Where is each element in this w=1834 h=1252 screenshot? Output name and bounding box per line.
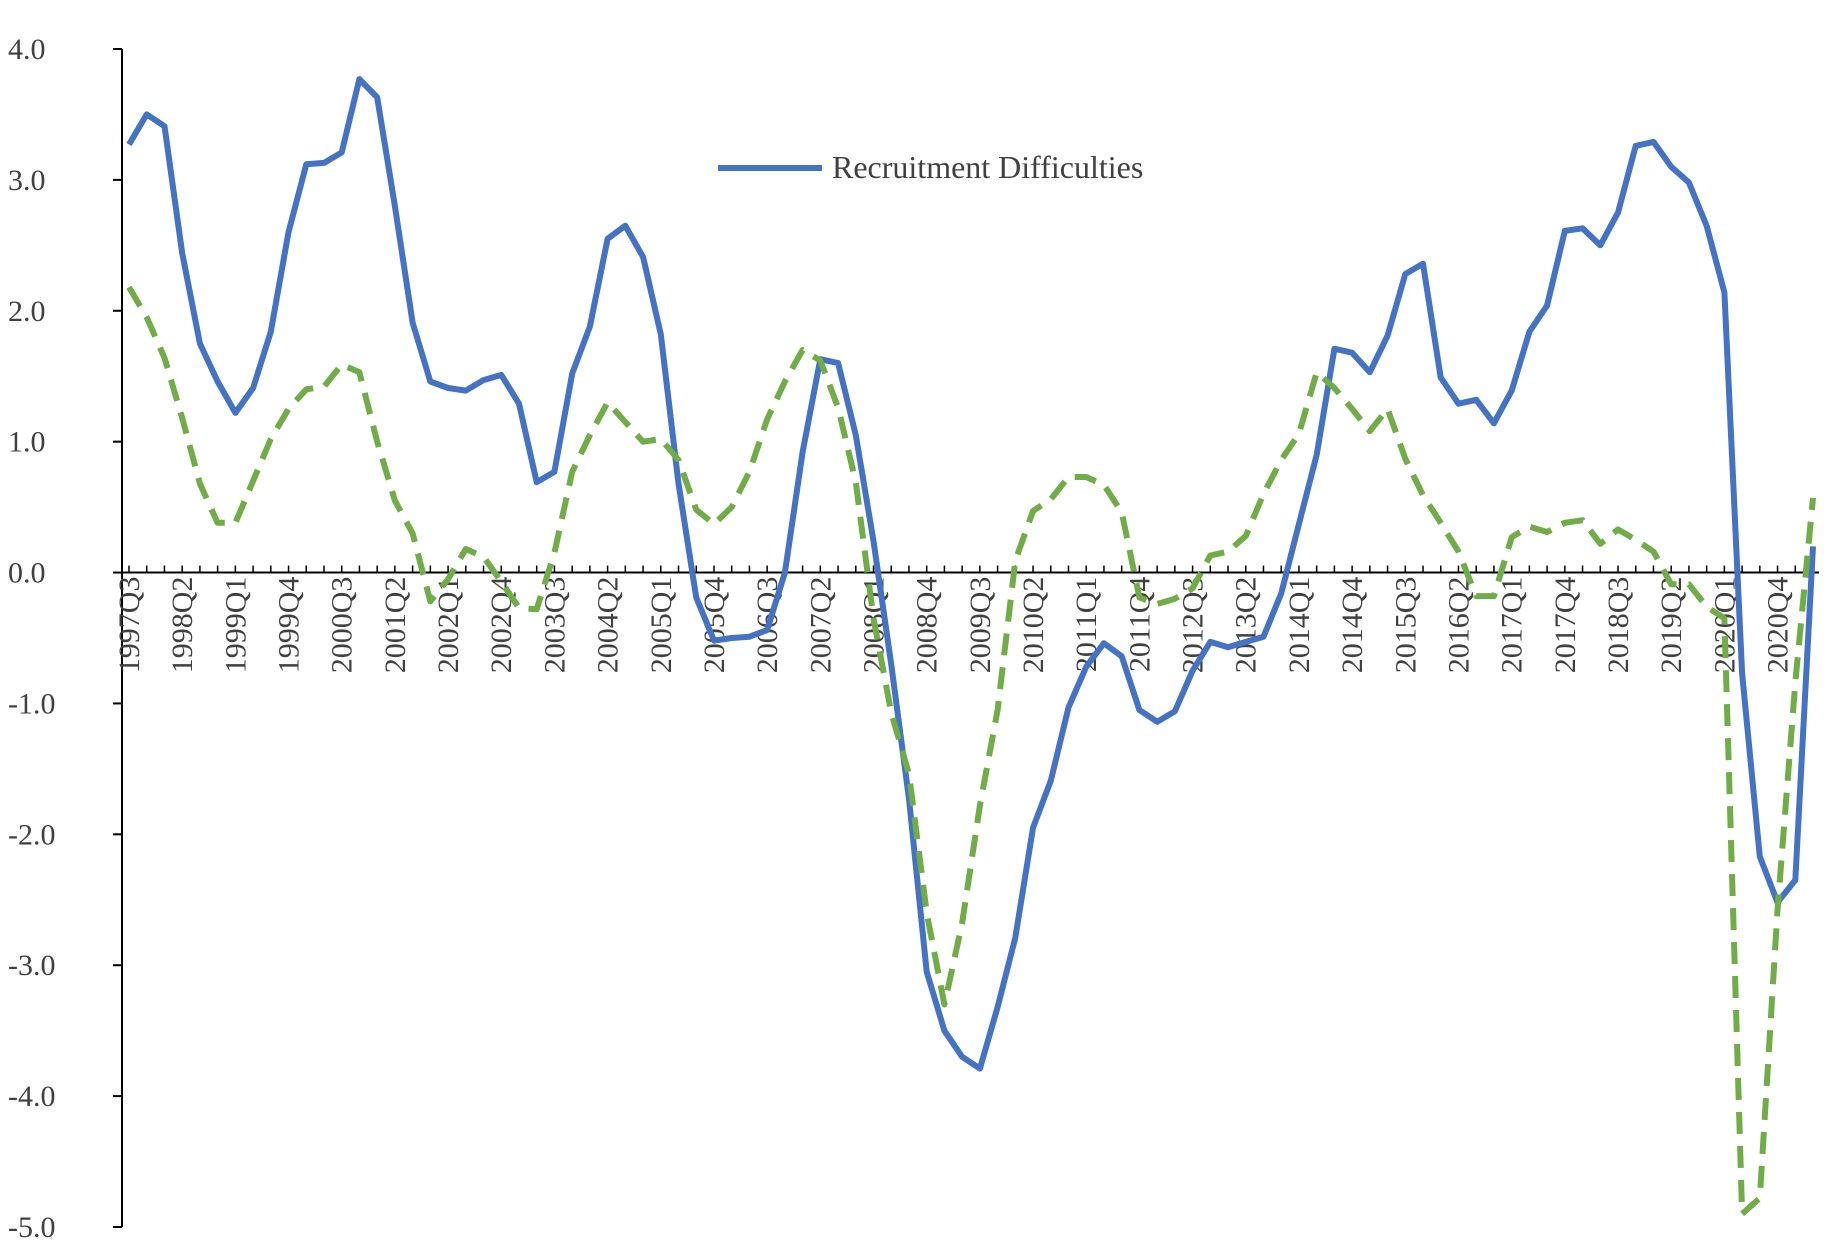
x-tick-label: 2001Q2 [379,577,412,674]
x-tick-label: 2014Q1 [1283,577,1316,674]
x-tick-label: 1997Q3 [113,577,146,674]
series-line-dashed [126,285,1816,1217]
legend: Recruitment Difficulties [718,149,1143,185]
x-tick-label: 2002Q4 [485,577,518,674]
legend-label: Recruitment Difficulties [832,149,1143,185]
y-tick-label: -3.0 [8,949,56,982]
x-tick-label: 1999Q1 [219,577,252,674]
x-tick-label: 2003Q3 [538,577,571,674]
x-tick-label: 2014Q4 [1336,577,1369,674]
x-tick-label: 2010Q2 [1017,577,1050,674]
x-axis: 1997Q3 1998Q2 1999Q1 1999Q4 2000Q3 2001Q2 2002… [113,565,1819,674]
x-tick-label: 2007Q2 [804,577,837,674]
y-tick-label: 1.0 [8,426,46,459]
x-tick-label: 2017Q4 [1549,577,1582,674]
x-tick-label: 2011Q1 [1070,577,1103,673]
x-tick-label: 2005Q4 [698,577,731,674]
y-tick-label: -1.0 [8,687,56,720]
x-tick-label: 2013Q2 [1230,577,1263,674]
x-tick-label: 2018Q3 [1602,577,1635,674]
x-tick-label: 2017Q1 [1496,577,1529,674]
y-tick-label: 4.0 [8,33,46,66]
x-tick-label: 2009Q3 [964,577,997,674]
series-lines [126,76,1816,1217]
y-tick-label: 0.0 [8,557,46,590]
y-tick-label: -4.0 [8,1080,56,1113]
x-tick-label: 2020Q4 [1762,577,1795,674]
y-tick-label: 2.0 [8,295,46,328]
x-tick-label: 1998Q2 [166,577,199,674]
x-tick-label: 1999Q4 [273,577,306,674]
series-line-recruitment-difficulties [126,76,1816,1072]
y-tick-label: 3.0 [8,164,46,197]
x-tick-label: 2019Q2 [1655,577,1688,674]
x-tick-label: 2004Q2 [592,577,625,674]
x-tick-label: 2016Q2 [1442,577,1475,674]
y-tick-label: -5.0 [8,1211,56,1244]
x-tick-label: 2000Q3 [326,577,359,674]
x-tick-label: 2015Q3 [1389,577,1422,674]
x-tick-label: 2005Q1 [645,577,678,674]
y-axis: 4.0 3.0 2.0 1.0 0.0 -1.0 -2.0 -3.0 -4.0 -5.0 [8,33,123,1244]
y-tick-label: -2.0 [8,818,56,851]
x-tick-label: 2008Q4 [911,577,944,674]
x-tick-label: 2002Q1 [432,577,465,674]
